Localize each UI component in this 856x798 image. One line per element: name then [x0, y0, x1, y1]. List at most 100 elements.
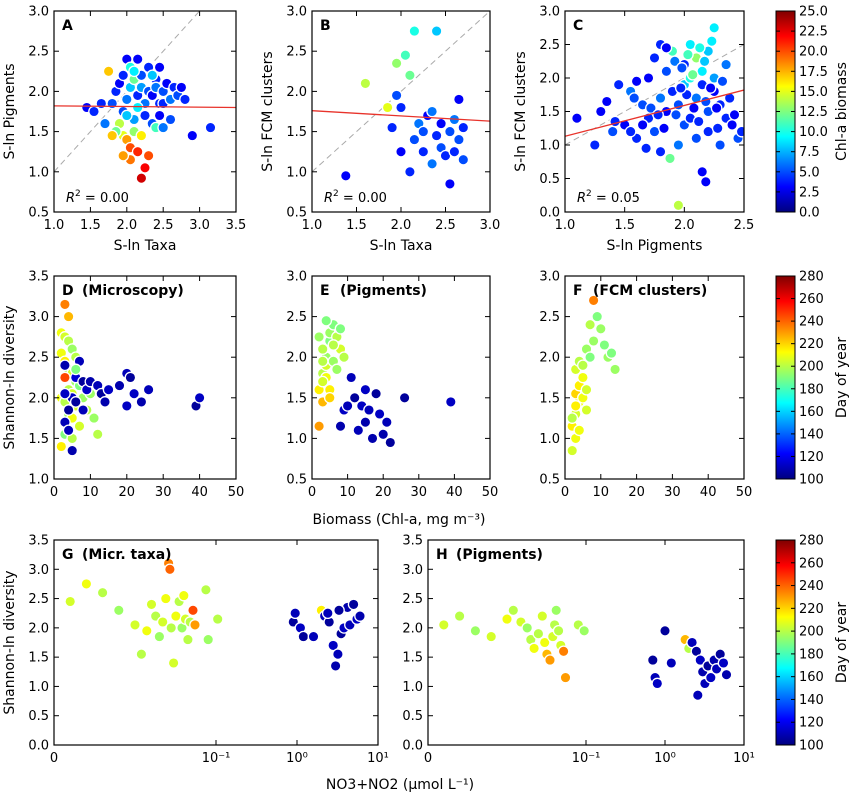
data-point: [577, 371, 589, 384]
data-point: [390, 89, 403, 102]
panel-title: (Pigments): [456, 547, 543, 563]
colorbar-tick-label: 25.0: [799, 5, 828, 20]
y-tick-label: 1.0: [539, 139, 560, 154]
data-point: [370, 387, 382, 400]
data-point: [692, 115, 705, 128]
data-point: [538, 636, 551, 649]
data-point: [728, 108, 741, 121]
data-point: [73, 420, 86, 433]
data-point: [140, 624, 153, 637]
data-point: [686, 68, 699, 81]
data-point: [612, 78, 625, 91]
x-tick-label: 0: [561, 485, 569, 500]
colorbar-tick-label: 12.5: [799, 105, 828, 120]
data-point: [120, 400, 133, 412]
data-point: [658, 122, 670, 135]
panel-e: 0 10 20 30 40 50 0.5 1.0 1.5 2.0 2.5 3.0 E (Pigments): [286, 270, 498, 501]
panel-label: C: [573, 18, 583, 34]
x-tick-label: 10: [339, 485, 356, 500]
r-squared-annotation: R2 = 0.00: [324, 189, 387, 206]
data-point: [646, 654, 659, 666]
data-point: [321, 607, 334, 620]
data-point: [584, 351, 596, 364]
colorbar-tick-label: 260: [799, 556, 824, 571]
data-point: [698, 55, 711, 68]
data-point: [659, 624, 671, 637]
colorbar-tick-label: 100: [799, 739, 824, 754]
colorbar-tick-label: 220: [799, 337, 824, 352]
data-point: [117, 149, 130, 162]
data-point: [316, 355, 329, 368]
x-tick-label: 10¹: [733, 751, 755, 766]
data-point: [711, 122, 724, 135]
data-point: [600, 95, 613, 108]
y-tick-label: 3.0: [286, 5, 307, 20]
data-point: [566, 444, 579, 457]
data-point: [660, 65, 673, 78]
data-point: [289, 607, 302, 620]
data-point: [426, 105, 438, 118]
colorbar-tick-label: 120: [799, 716, 824, 731]
colorbar-tick-label: 160: [799, 670, 824, 685]
y-tick-label: 2.5: [539, 38, 560, 53]
x-tick-label: 1.0: [555, 218, 576, 233]
panel-d: 0 10 20 30 40 50 1.0 1.5 2.0 2.5 3.0 3.5 Shannon-ln …: [2, 270, 244, 501]
data-point: [55, 440, 68, 453]
panel-label: B: [320, 18, 331, 34]
data-point: [435, 117, 447, 130]
x-tick-label: 1.5: [614, 218, 635, 233]
data-point: [457, 121, 470, 134]
regression-line: [565, 89, 744, 137]
data-point: [381, 101, 394, 114]
colorbar-tick-label: 2.5: [799, 185, 820, 200]
colorbar-doy-row2: 100 120 140 160 180 200 220 240 260 280 Day of yea…: [775, 270, 850, 488]
panel-b: 1.0 1.5 2.0 2.5 3.00.51.01.52.02.53.0S-ln Ta…: [260, 5, 500, 255]
data-point: [670, 108, 682, 121]
x-tick-label: 0: [50, 485, 58, 500]
data-point: [694, 654, 707, 666]
data-point: [69, 363, 82, 376]
panel-label: E: [320, 283, 330, 299]
x-axis-label: S-ln Taxa: [114, 238, 177, 254]
y-tick-label: 3.0: [539, 270, 560, 285]
colorbar-tick-label: 160: [799, 405, 824, 420]
y-tick-label: 3.0: [28, 563, 49, 578]
data-point: [642, 72, 655, 84]
data-point: [329, 660, 342, 672]
data-point: [341, 400, 354, 412]
x-tick-label: 3.0: [189, 218, 210, 233]
data-point: [69, 396, 82, 408]
data-point: [457, 153, 470, 166]
data-point: [630, 75, 643, 88]
panel-title: (FCM clusters): [593, 283, 707, 299]
colorbar-label: Chl-a biomass: [834, 62, 850, 161]
data-point: [187, 604, 199, 617]
panel-label: A: [62, 18, 73, 34]
data-point: [444, 178, 456, 190]
data-point: [699, 175, 712, 188]
data-point: [606, 125, 619, 138]
data-point: [64, 595, 77, 608]
y-tick-label: 3.5: [402, 534, 423, 549]
data-point: [430, 25, 443, 37]
y-tick-label: 1.5: [539, 105, 560, 120]
y-tick-label: 2.0: [28, 85, 49, 100]
x-tick-label: 2.0: [674, 218, 695, 233]
data-point: [59, 298, 71, 311]
data-point: [164, 563, 176, 576]
x-tick-label: 2.5: [153, 218, 174, 233]
y-tick-label: 1.0: [402, 680, 423, 695]
data-point: [327, 639, 340, 652]
y-axis-label: S-ln Pigments: [2, 64, 18, 160]
data-point: [426, 157, 438, 170]
data-point: [674, 82, 687, 94]
data-point: [453, 93, 465, 106]
colorbar-tick-label: 17.5: [799, 65, 828, 80]
data-point: [153, 109, 166, 122]
x-tick-label: 10⁻¹: [202, 751, 231, 766]
data-point: [696, 165, 709, 178]
colorbar-tick-label: 280: [799, 270, 824, 285]
data-point: [720, 58, 732, 71]
data-point: [128, 387, 140, 400]
panel-label: F: [573, 283, 583, 299]
